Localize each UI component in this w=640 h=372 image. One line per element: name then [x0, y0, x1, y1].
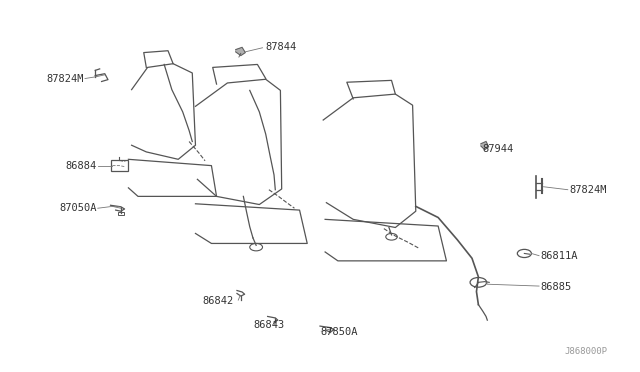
Text: 86885: 86885: [540, 282, 572, 292]
Text: 87850A: 87850A: [320, 327, 358, 337]
Text: 87944: 87944: [483, 144, 514, 154]
Text: 87050A: 87050A: [59, 203, 97, 213]
Text: 87824M: 87824M: [46, 74, 84, 84]
Text: 87844: 87844: [266, 42, 297, 52]
Polygon shape: [481, 141, 488, 150]
Text: 86811A: 86811A: [540, 251, 578, 262]
Text: 86842: 86842: [202, 296, 234, 306]
Text: 87824M: 87824M: [569, 185, 607, 195]
Text: 86843: 86843: [253, 320, 285, 330]
Text: J868000P: J868000P: [564, 347, 607, 356]
Text: 86884: 86884: [65, 161, 97, 171]
Polygon shape: [236, 47, 245, 55]
